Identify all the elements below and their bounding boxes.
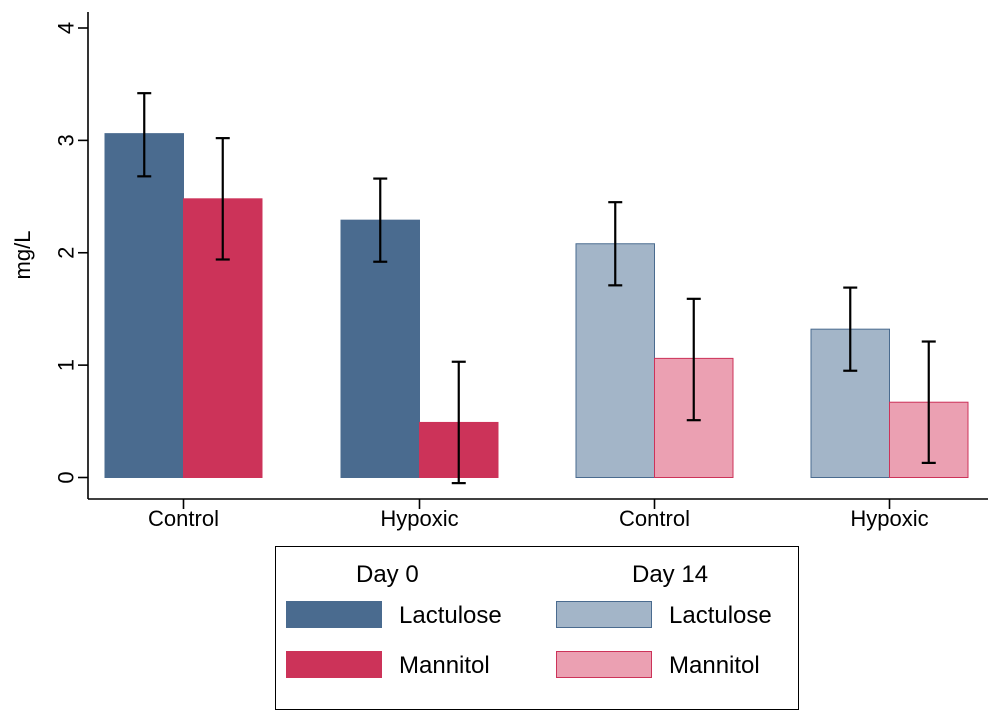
legend-swatch: [286, 651, 382, 678]
legend-heading: Day 0: [356, 561, 419, 588]
legend-label: Mannitol: [669, 652, 760, 679]
legend-label: Lactulose: [669, 602, 772, 629]
y-tick-label: 1: [54, 359, 79, 371]
legend-label: Lactulose: [399, 602, 502, 629]
y-tick-label: 2: [54, 247, 79, 259]
bar: [340, 219, 420, 478]
bar: [104, 133, 184, 478]
x-tick-label: Control: [619, 506, 690, 531]
legend: Day 0 Lactulose Mannitol Day 14 Lactulose Man…: [275, 546, 799, 710]
legend-heading: Day 14: [632, 561, 709, 588]
y-tick-label: 0: [54, 471, 79, 483]
y-tick-label: 3: [54, 134, 79, 146]
x-tick-label: Hypoxic: [380, 506, 458, 531]
legend-swatch: [556, 601, 652, 628]
legend-swatch: [286, 601, 382, 628]
y-tick-label: 4: [54, 22, 79, 34]
legend-label: Mannitol: [399, 652, 490, 679]
legend-swatch: [556, 651, 652, 678]
x-tick-label: Hypoxic: [850, 506, 928, 531]
x-tick-label: Control: [148, 506, 219, 531]
y-axis-label: mg/L: [10, 231, 35, 280]
plot-area: 0 1 2 3 4 Control Hypoxic Control Hypoxic: [54, 12, 988, 531]
